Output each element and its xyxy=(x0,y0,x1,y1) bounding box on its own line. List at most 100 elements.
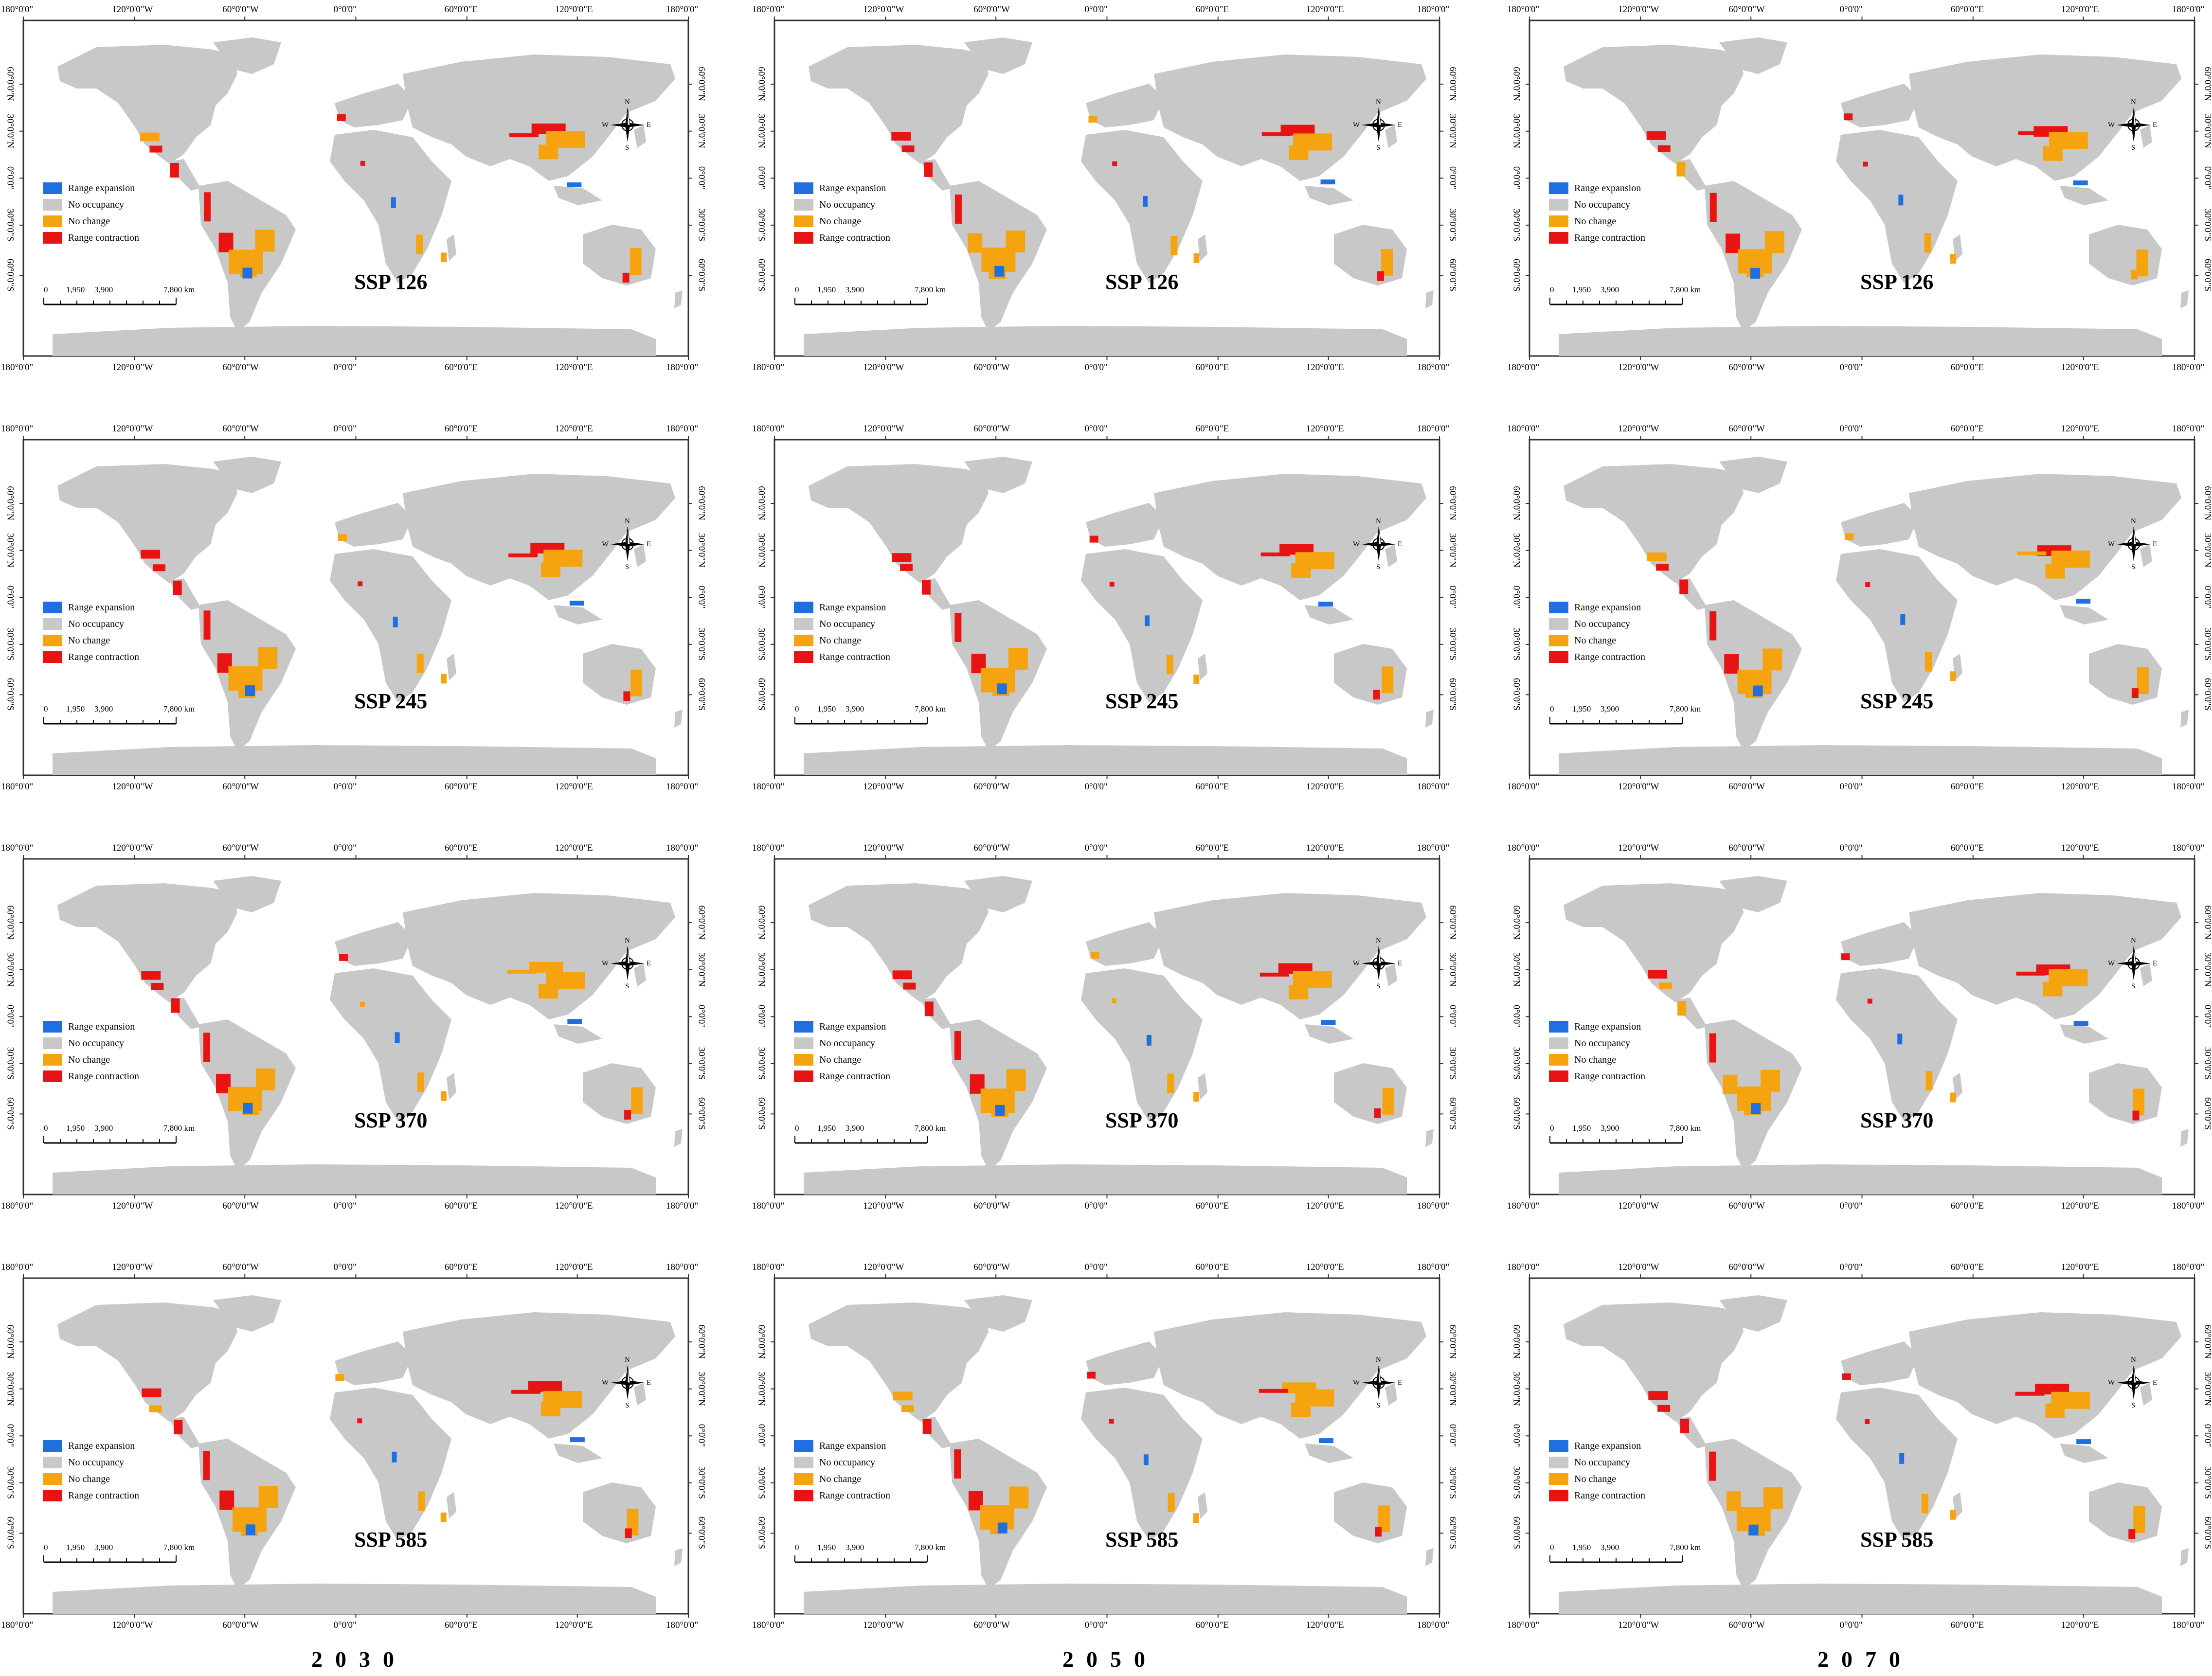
range-status-patch xyxy=(1844,113,1852,120)
lat-label-left: 30°0'0"N xyxy=(6,104,15,158)
range-status-patch xyxy=(417,654,424,673)
legend-item: Range expansion xyxy=(1549,1438,1645,1454)
scenario-label: SSP 126 xyxy=(1105,269,1178,294)
lon-label-bottom: 180°0'0" xyxy=(666,363,698,372)
lat-label-right: 30°0'0"N xyxy=(697,104,706,158)
lat-label-left: 60°0'0"N xyxy=(757,57,766,111)
legend-item: No occupancy xyxy=(1549,1035,1645,1052)
lat-label-left: 0°0'0" xyxy=(1512,151,1521,205)
scale-bar-label: 7,800 km xyxy=(1670,285,1701,295)
range-status-patch xyxy=(151,983,163,990)
legend-swatch xyxy=(1549,1037,1568,1049)
year-label: 2050 xyxy=(1062,1646,1158,1672)
lon-label-top: 120°0'0"E xyxy=(555,424,593,433)
lon-label-bottom: 120°0'0"W xyxy=(112,1621,153,1630)
legend-swatch xyxy=(794,199,813,211)
range-status-patch xyxy=(954,1449,961,1479)
lon-label-top: 180°0'0" xyxy=(1,424,33,433)
range-status-patch xyxy=(922,580,931,595)
scale-bar-label: 7,800 km xyxy=(1670,1543,1701,1552)
scale-bar-label: 1,950 xyxy=(66,704,85,714)
lon-label-bottom: 60°0'0"E xyxy=(1951,1201,1984,1211)
range-status-patch xyxy=(171,998,180,1013)
legend-label: No change xyxy=(819,635,861,646)
scenario-label: SSP 126 xyxy=(1860,269,1933,294)
lat-label-right: 30°0'0"N xyxy=(2203,943,2212,996)
land-mass xyxy=(53,1584,656,1614)
range-status-patch xyxy=(1291,563,1311,578)
lat-label-left: 60°0'0"N xyxy=(6,1315,15,1369)
range-status-patch xyxy=(1763,1487,1783,1509)
lon-label-bottom: 0°0'0" xyxy=(334,363,357,372)
lat-label-right: 30°0'0"S xyxy=(697,1036,706,1090)
lat-label-left: 0°0'0" xyxy=(757,1409,766,1462)
range-status-patch xyxy=(1008,648,1028,670)
lon-label-top: 60°0'0"E xyxy=(445,5,478,14)
legend-label: No change xyxy=(819,216,861,227)
range-status-patch xyxy=(1762,648,1782,670)
lat-label-right: 0°0'0" xyxy=(697,151,706,205)
compass-w-label: W xyxy=(602,1379,609,1387)
land-mass xyxy=(1559,745,2162,775)
legend-swatch xyxy=(43,1457,62,1468)
lon-label-bottom: 60°0'0"E xyxy=(1196,1201,1229,1211)
compass-s-label: S xyxy=(2131,563,2135,571)
range-status-patch xyxy=(2137,667,2149,694)
compass-w-label: W xyxy=(602,960,609,968)
lat-label-left: 30°0'0"N xyxy=(6,943,15,996)
legend-item: No occupancy xyxy=(794,1454,890,1471)
land-mass xyxy=(804,745,1407,775)
lon-label-top: 0°0'0" xyxy=(1085,424,1108,433)
scale-bar-label: 3,900 xyxy=(845,285,864,295)
range-status-patch xyxy=(1193,675,1199,684)
legend-label: Range contraction xyxy=(68,1490,139,1501)
lon-label-bottom: 120°0'0"E xyxy=(1306,1621,1344,1630)
lon-label-top: 180°0'0" xyxy=(1507,1263,1539,1272)
range-status-patch xyxy=(1925,1071,1932,1090)
range-status-patch xyxy=(1112,161,1117,166)
range-status-patch xyxy=(173,581,182,595)
lon-label-top: 180°0'0" xyxy=(666,424,698,433)
lat-label-left: 0°0'0" xyxy=(757,571,766,624)
lon-label-bottom: 120°0'0"E xyxy=(2061,782,2099,791)
range-status-patch xyxy=(393,617,398,627)
compass-w-label: W xyxy=(1353,540,1360,549)
lat-label-left: 30°0'0"S xyxy=(1512,1036,1521,1090)
compass-e-label: E xyxy=(647,960,651,968)
legend-item: No change xyxy=(794,1052,890,1068)
legend-item: Range contraction xyxy=(794,1068,890,1085)
lon-label-top: 120°0'0"W xyxy=(863,843,904,853)
scale-bar-label: 3,900 xyxy=(845,704,864,714)
lon-label-bottom: 120°0'0"W xyxy=(1618,782,1659,791)
legend-item: Range expansion xyxy=(794,599,890,616)
lat-label-right: 60°0'0"N xyxy=(697,1315,706,1369)
range-status-patch xyxy=(1950,254,1956,264)
range-status-patch xyxy=(243,1103,252,1114)
legend-swatch xyxy=(1549,618,1568,630)
range-status-patch xyxy=(337,114,346,121)
range-status-patch xyxy=(1925,652,1932,672)
lat-label-left: 60°0'0"S xyxy=(6,1506,15,1560)
lon-label-bottom: 60°0'0"E xyxy=(1196,363,1229,372)
compass-w-label: W xyxy=(602,121,609,129)
range-status-patch xyxy=(219,233,234,252)
legend-label: Range expansion xyxy=(68,1021,135,1033)
lat-label-left: 60°0'0"S xyxy=(757,249,766,302)
legend-item: Range expansion xyxy=(43,180,139,196)
lon-label-top: 60°0'0"E xyxy=(1951,424,1984,433)
lon-label-top: 60°0'0"W xyxy=(1728,5,1765,14)
compass-s-label: S xyxy=(1376,563,1380,571)
lat-label-left: 30°0'0"S xyxy=(757,198,766,251)
lat-label-right: 60°0'0"S xyxy=(2203,249,2212,302)
compass-s-label: S xyxy=(625,1402,629,1410)
legend-swatch xyxy=(794,1037,813,1049)
